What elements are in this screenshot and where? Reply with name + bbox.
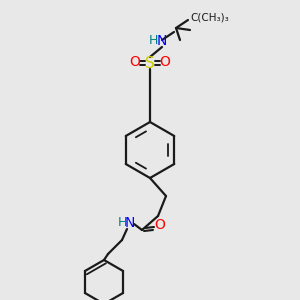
Text: O: O [160,55,170,69]
Text: O: O [130,55,140,69]
Text: O: O [154,218,165,232]
Text: C(CH₃)₃: C(CH₃)₃ [190,13,229,23]
Text: N: N [125,216,135,230]
Text: H: H [117,217,127,230]
Text: H: H [148,34,158,47]
Text: S: S [145,56,155,70]
Text: N: N [157,34,167,48]
